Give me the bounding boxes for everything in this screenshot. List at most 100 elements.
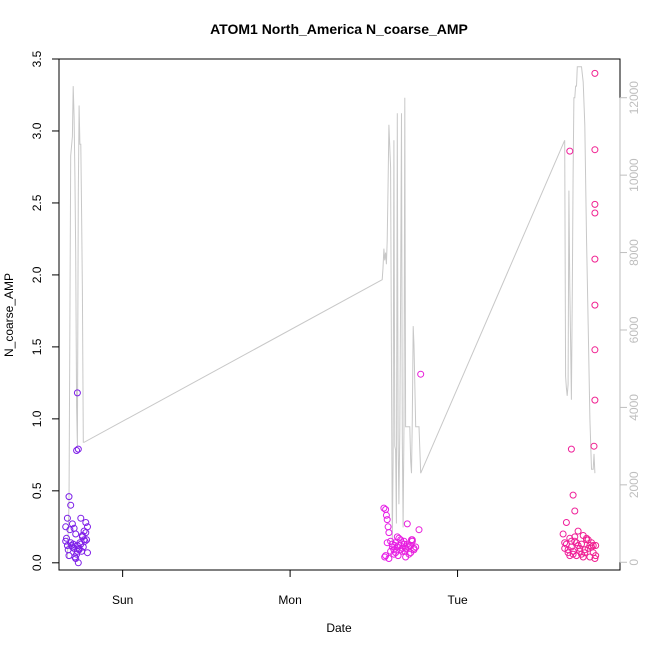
y2-tick-label: 4000 — [627, 394, 641, 421]
data-point — [397, 536, 405, 544]
x-tick-label-mon: Mon — [278, 593, 301, 607]
y2-tick-label: 2000 — [627, 471, 641, 498]
data-point — [383, 539, 391, 547]
y2-tick-label: 8000 — [627, 239, 641, 266]
data-point — [74, 559, 82, 567]
data-point — [592, 542, 600, 549]
data-point — [417, 370, 425, 378]
data-point — [404, 543, 412, 551]
y-tick-label: 1.5 — [30, 338, 44, 355]
data-point — [385, 529, 393, 537]
data-point — [68, 520, 76, 528]
data-point — [412, 543, 420, 551]
data-point — [591, 200, 599, 208]
data-point — [76, 539, 84, 547]
x-tick-label-tue: Tue — [447, 593, 468, 607]
data-point — [68, 542, 76, 549]
data-point — [571, 507, 579, 515]
data-point — [73, 389, 81, 397]
y-axis-label: N_coarse_AMP — [2, 273, 16, 357]
plot-frame — [58, 58, 621, 571]
data-point — [84, 549, 91, 557]
data-point — [591, 346, 599, 354]
y2-tick-label: 0 — [627, 559, 641, 566]
data-point — [562, 540, 570, 548]
data-point — [591, 396, 599, 404]
data-point — [590, 442, 598, 450]
data-point — [382, 506, 390, 513]
data-point — [73, 447, 81, 454]
y-tick-label: 3.0 — [30, 122, 44, 139]
y2-tick-label: 6000 — [627, 316, 641, 343]
data-point — [394, 552, 402, 560]
line-series-layer — [66, 66, 596, 559]
data-point — [62, 523, 70, 531]
y-tick-label: 2.0 — [30, 266, 44, 283]
data-point — [561, 544, 569, 552]
data-point — [72, 530, 80, 538]
data-point — [397, 546, 405, 554]
data-point — [384, 523, 392, 531]
data-point — [576, 544, 584, 552]
y2-tick-label: 10000 — [627, 158, 641, 192]
x-axis: Sun Mon Tue — [112, 569, 468, 607]
data-point — [591, 209, 599, 217]
line-series — [66, 66, 596, 559]
data-point — [382, 511, 390, 519]
data-point — [591, 255, 599, 263]
data-point — [73, 547, 81, 555]
y-axis-right: 0 2000 4000 6000 8000 10000 12000 — [619, 81, 641, 566]
data-point — [78, 547, 86, 555]
data-point — [65, 552, 73, 560]
data-point — [83, 536, 91, 544]
data-point — [82, 529, 90, 537]
data-point — [64, 546, 72, 554]
y-tick-label: 0.5 — [30, 482, 44, 499]
data-point — [415, 526, 423, 534]
y-tick-label: 1.0 — [30, 410, 44, 427]
y-tick-label: 2.5 — [30, 194, 44, 211]
data-point — [581, 546, 589, 554]
data-point — [408, 536, 415, 544]
data-point — [578, 540, 585, 548]
data-point — [390, 550, 398, 558]
data-point — [569, 550, 577, 558]
data-point — [566, 147, 574, 155]
chart-title: ATOM1 North_America N_coarse_AMP — [210, 21, 468, 37]
data-point — [591, 69, 599, 77]
data-point — [567, 445, 575, 453]
y-axis-left: 0.0 0.5 1.0 1.5 2.0 2.5 3.0 3.5 — [30, 50, 60, 571]
data-point — [63, 534, 70, 542]
data-point — [574, 527, 582, 535]
y-tick-label: 3.5 — [30, 50, 44, 67]
data-point — [81, 537, 89, 545]
data-point — [569, 547, 577, 555]
data-point — [69, 540, 77, 548]
data-point — [567, 537, 575, 545]
data-point — [559, 530, 567, 538]
data-point — [65, 493, 73, 501]
data-point — [62, 537, 70, 545]
data-point — [71, 553, 79, 561]
data-point — [381, 553, 389, 561]
data-point — [66, 526, 74, 534]
data-point — [82, 519, 90, 526]
data-point — [581, 549, 589, 557]
data-point — [573, 552, 580, 560]
data-point — [591, 301, 599, 309]
data-point — [67, 501, 75, 509]
data-point — [579, 553, 587, 561]
data-point — [380, 504, 388, 512]
data-point — [566, 552, 574, 560]
data-point — [398, 539, 405, 547]
data-point — [589, 542, 597, 549]
data-point — [403, 520, 411, 528]
y2-tick-label: 12000 — [627, 81, 641, 115]
data-point — [77, 514, 85, 522]
data-point — [74, 445, 82, 453]
x-tick-label-sun: Sun — [112, 593, 133, 607]
data-point — [391, 542, 399, 549]
data-point — [63, 514, 71, 522]
data-point — [592, 552, 600, 560]
